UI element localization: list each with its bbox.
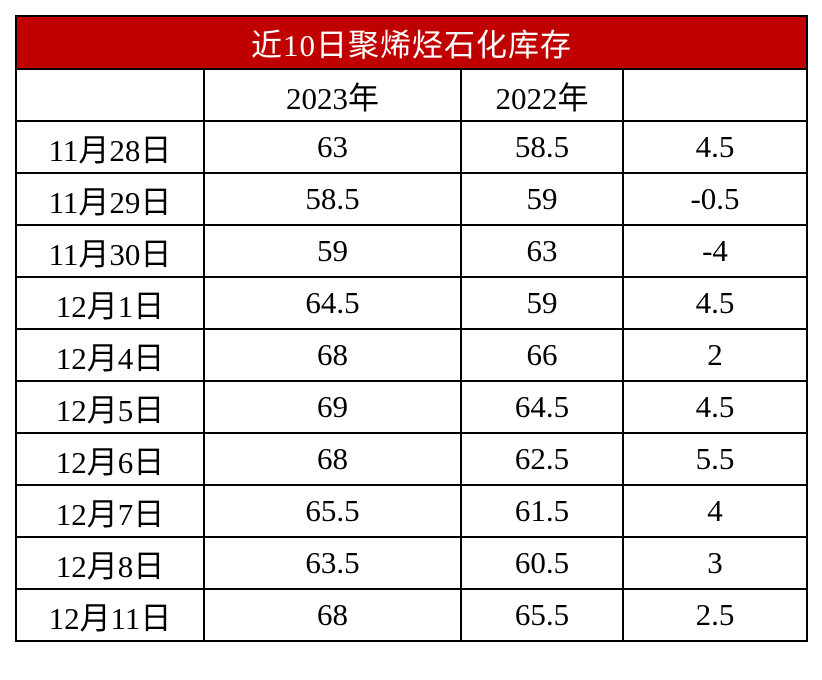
value-cell: -0.5: [622, 172, 808, 226]
value-cell: 65.5: [460, 588, 624, 642]
date-cell: 11月30日: [15, 224, 205, 278]
value-cell: 59: [460, 276, 624, 330]
data-row: 12月7日 65.5 61.5 4: [15, 484, 808, 538]
table-body: 近10日聚烯烃石化库存 2023年 2022年 11月28日 63 58.5 4.5 1…: [15, 15, 808, 642]
value-cell: 4.5: [622, 380, 808, 434]
value-cell: 58.5: [460, 120, 624, 174]
value-cell: 63.5: [203, 536, 462, 590]
value-cell: 61.5: [460, 484, 624, 538]
value-cell: 58.5: [203, 172, 462, 226]
header-cell: [15, 68, 205, 122]
date-cell: 12月4日: [15, 328, 205, 382]
header-row: 2023年 2022年: [15, 68, 808, 122]
value-cell: 64.5: [203, 276, 462, 330]
data-row: 12月5日 69 64.5 4.5: [15, 380, 808, 434]
value-cell: 66: [460, 328, 624, 382]
date-cell: 11月28日: [15, 120, 205, 174]
date-cell: 11月29日: [15, 172, 205, 226]
value-cell: 69: [203, 380, 462, 434]
value-cell: 2.5: [622, 588, 808, 642]
date-cell: 12月1日: [15, 276, 205, 330]
value-cell: 65.5: [203, 484, 462, 538]
value-cell: 68: [203, 588, 462, 642]
date-cell: 12月8日: [15, 536, 205, 590]
header-cell: 2022年: [460, 68, 624, 122]
value-cell: 2: [622, 328, 808, 382]
title-row: 近10日聚烯烃石化库存: [15, 15, 808, 70]
data-row: 12月6日 68 62.5 5.5: [15, 432, 808, 486]
data-row: 12月4日 68 66 2: [15, 328, 808, 382]
header-cell: [622, 68, 808, 122]
value-cell: 3: [622, 536, 808, 590]
date-cell: 12月5日: [15, 380, 205, 434]
value-cell: 62.5: [460, 432, 624, 486]
value-cell: 63: [460, 224, 624, 278]
data-row: 11月28日 63 58.5 4.5: [15, 120, 808, 174]
value-cell: 4.5: [622, 120, 808, 174]
inventory-table: 近10日聚烯烃石化库存 2023年 2022年 11月28日 63 58.5 4.5 1…: [15, 15, 808, 642]
value-cell: 64.5: [460, 380, 624, 434]
value-cell: 68: [203, 432, 462, 486]
date-cell: 12月11日: [15, 588, 205, 642]
value-cell: 59: [203, 224, 462, 278]
date-cell: 12月7日: [15, 484, 205, 538]
data-row: 12月11日 68 65.5 2.5: [15, 588, 808, 642]
data-row: 12月8日 63.5 60.5 3: [15, 536, 808, 590]
data-row: 11月29日 58.5 59 -0.5: [15, 172, 808, 226]
data-row: 12月1日 64.5 59 4.5: [15, 276, 808, 330]
value-cell: 60.5: [460, 536, 624, 590]
value-cell: -4: [622, 224, 808, 278]
value-cell: 5.5: [622, 432, 808, 486]
value-cell: 63: [203, 120, 462, 174]
value-cell: 68: [203, 328, 462, 382]
value-cell: 4: [622, 484, 808, 538]
value-cell: 59: [460, 172, 624, 226]
table-title: 近10日聚烯烃石化库存: [15, 15, 808, 70]
header-cell: 2023年: [203, 68, 462, 122]
value-cell: 4.5: [622, 276, 808, 330]
data-row: 11月30日 59 63 -4: [15, 224, 808, 278]
date-cell: 12月6日: [15, 432, 205, 486]
